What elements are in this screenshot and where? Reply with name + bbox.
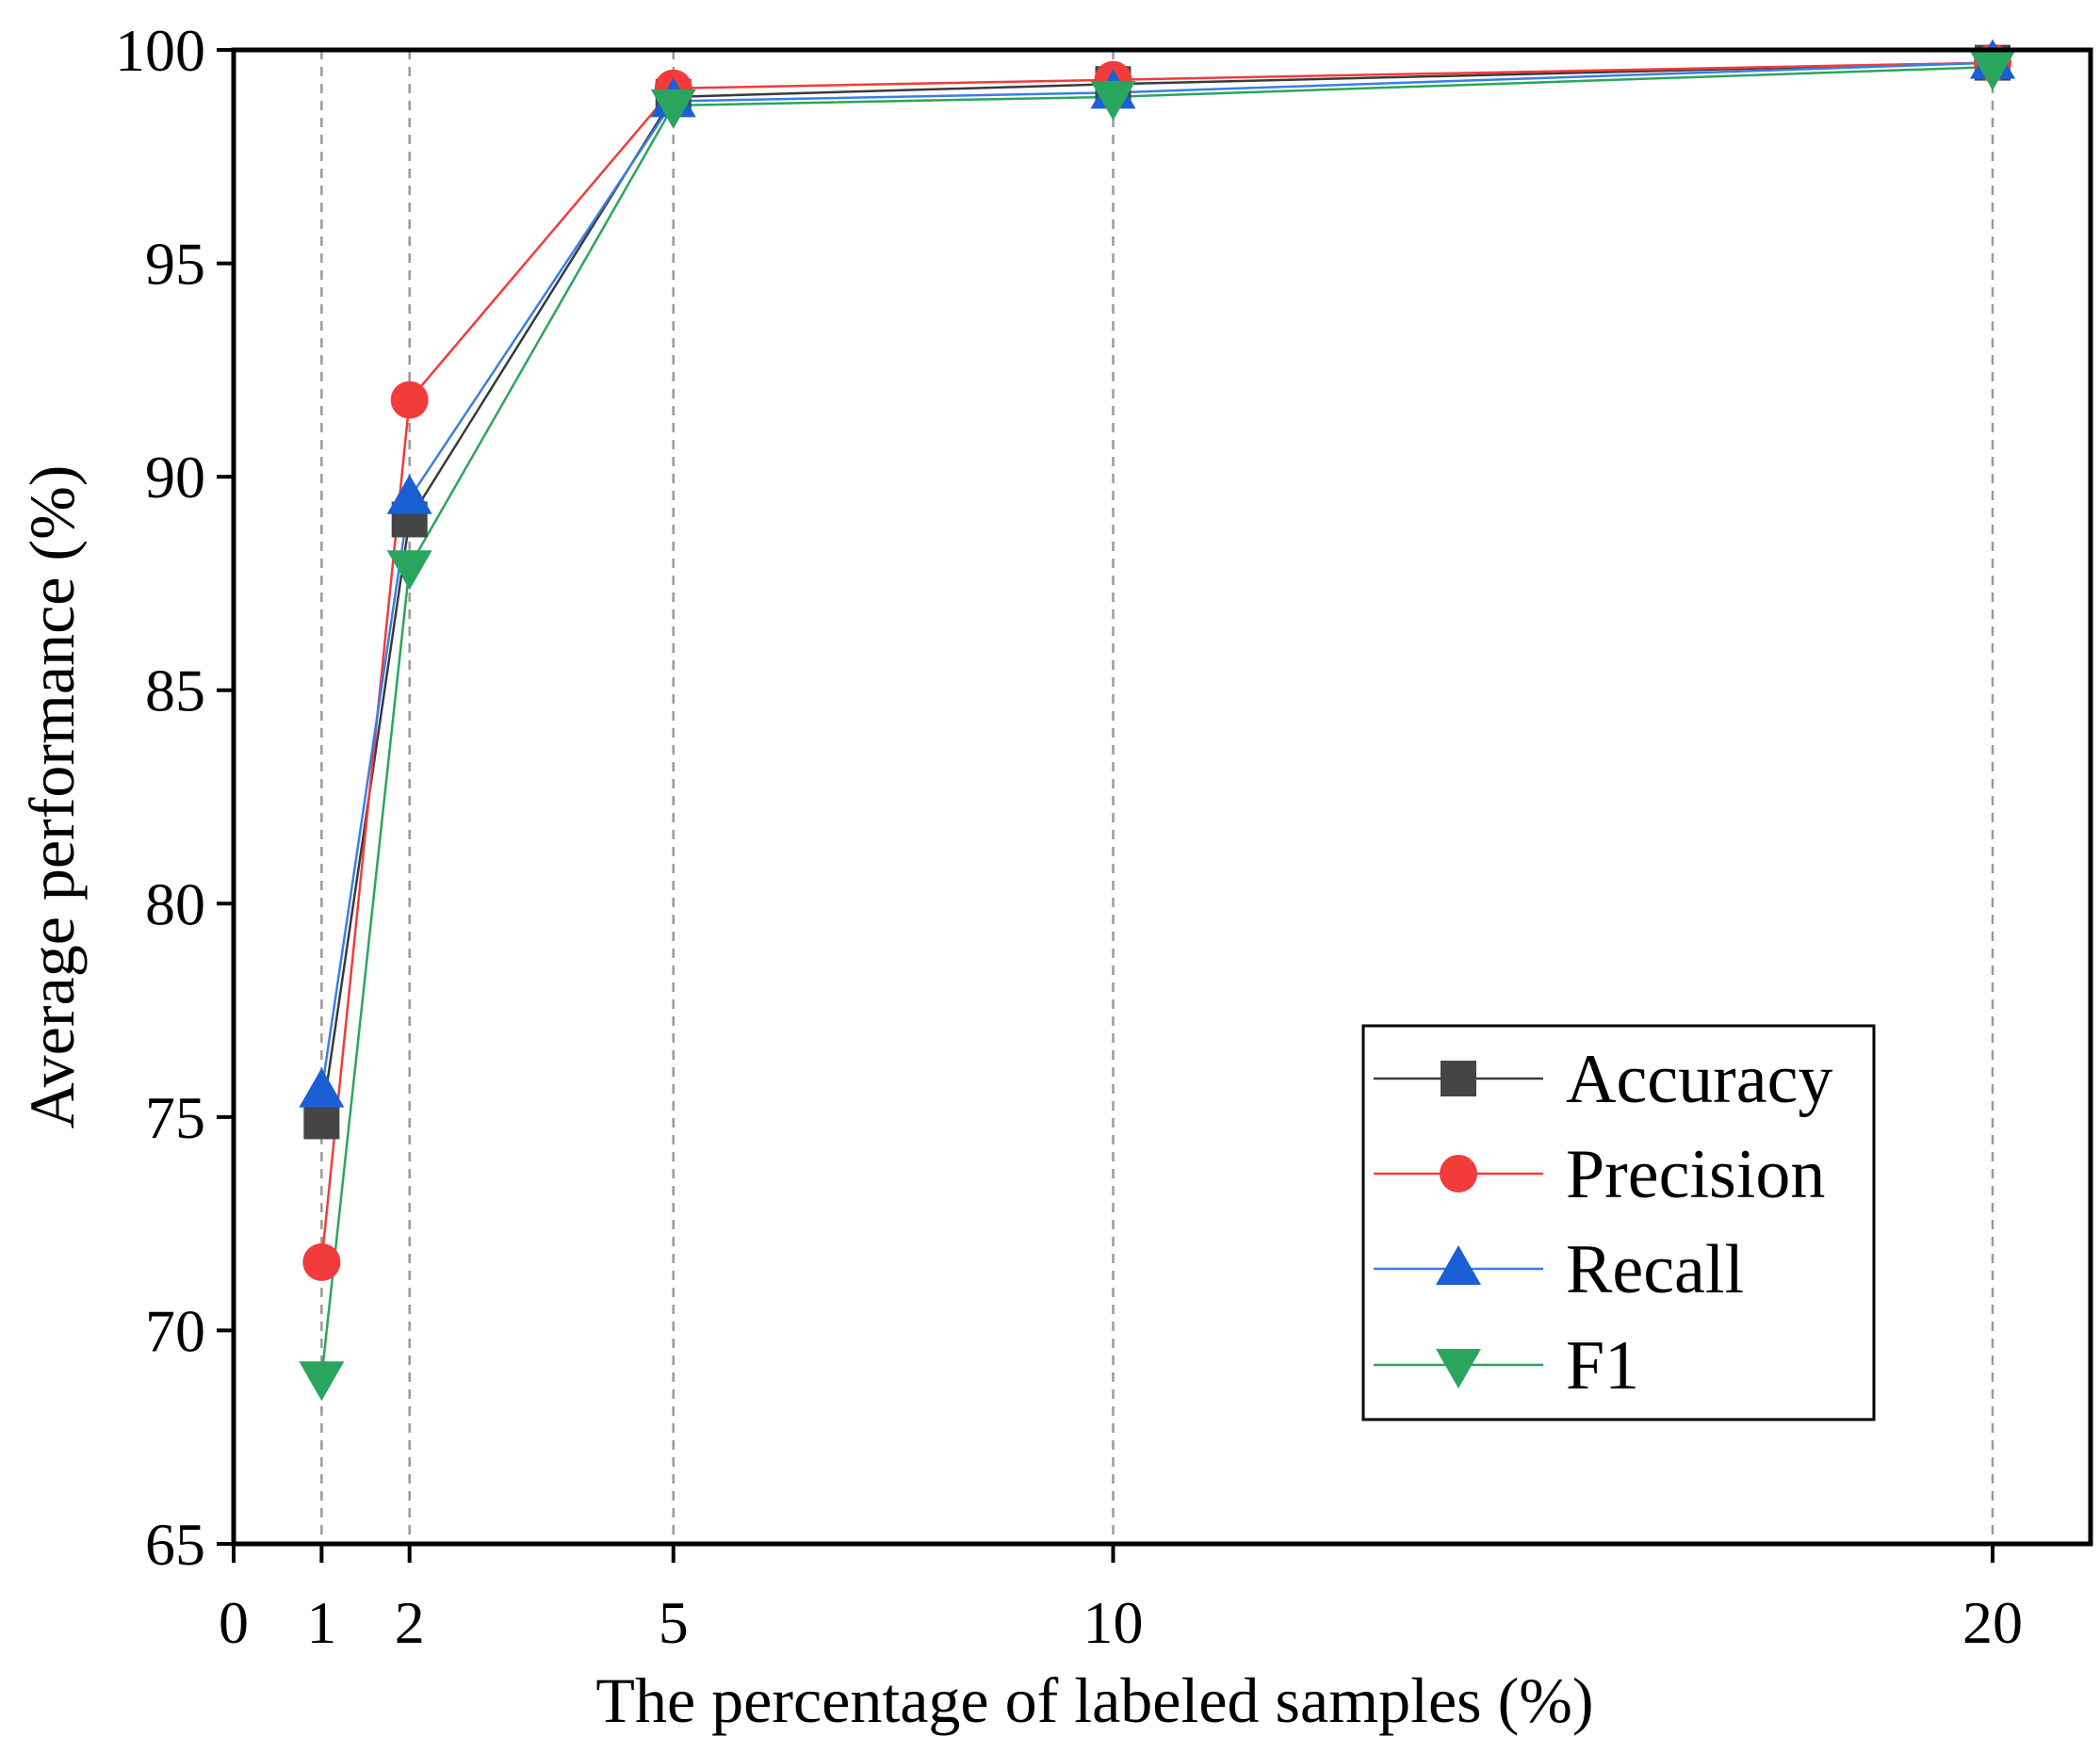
y-tick-label-65: 65 [145, 1511, 205, 1578]
plot-frame [231, 47, 2093, 1547]
point-f1-10 [1090, 80, 1136, 121]
grid-lines [320, 50, 1994, 1544]
y-tick-label-80: 80 [145, 870, 205, 937]
legend-label-recall: Recall [1566, 1231, 1744, 1308]
legend-marker-accuracy [1441, 1061, 1476, 1096]
point-f1-5 [650, 89, 696, 129]
x-axis-title: The percentage of labeled samples (%) [595, 1664, 1593, 1736]
point-precision-1 [302, 1242, 341, 1281]
y-axis-title: Average performance (%) [16, 465, 88, 1129]
legend-marker-f1 [1436, 1349, 1481, 1388]
point-f1-2 [386, 550, 432, 591]
x-tick-label-1: 1 [306, 1589, 336, 1656]
legend: Accuracy Precision Recall F1 [1361, 1024, 1876, 1421]
series-line-recall [320, 61, 1994, 1092]
point-recall-2 [386, 474, 432, 514]
y-tick-label-100: 100 [115, 17, 205, 84]
legend-marker-precision [1440, 1155, 1477, 1193]
y-tick-label-75: 75 [145, 1084, 205, 1151]
y-tick-label-85: 85 [145, 657, 205, 724]
point-recall-1 [299, 1067, 345, 1108]
legend-label-f1: F1 [1566, 1327, 1639, 1404]
x-tick-label-5: 5 [659, 1589, 689, 1656]
legend-marker-recall [1436, 1245, 1481, 1285]
legend-label-accuracy: Accuracy [1566, 1041, 1832, 1118]
series-line-accuracy [320, 61, 1994, 1122]
y-tick-label-70: 70 [145, 1297, 205, 1364]
x-tick-label-10: 10 [1083, 1589, 1144, 1656]
series-markers [299, 39, 2015, 1402]
legend-label-precision: Precision [1566, 1136, 1825, 1213]
x-tick-label-20: 20 [1962, 1589, 2023, 1656]
axis-ticks: 65 70 75 80 85 90 95 100 0 1 2 5 10 20 [115, 17, 2023, 1656]
x-tick-label-2: 2 [395, 1589, 425, 1656]
x-tick-label-0: 0 [219, 1589, 249, 1656]
y-tick-label-90: 90 [145, 444, 205, 511]
point-f1-20 [1970, 51, 2015, 91]
point-accuracy-1 [303, 1103, 340, 1140]
point-f1-1 [299, 1361, 345, 1402]
point-precision-2 [390, 381, 429, 419]
y-tick-label-95: 95 [145, 231, 205, 298]
